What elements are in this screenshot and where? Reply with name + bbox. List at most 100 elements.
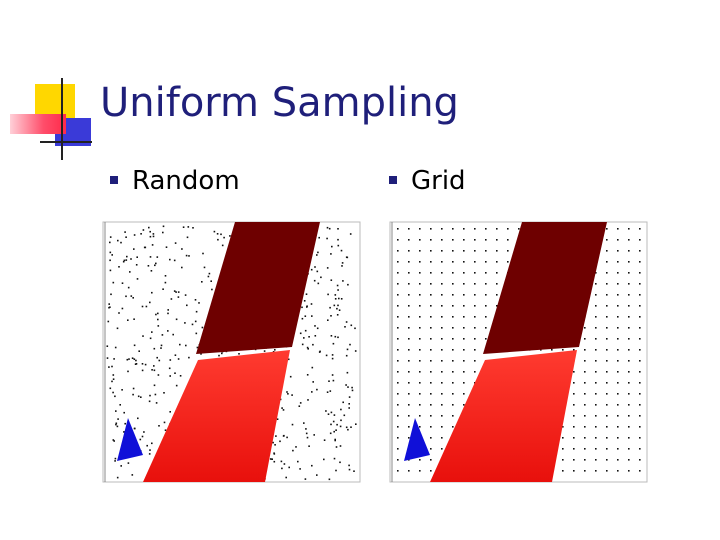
sample-dot — [397, 272, 399, 274]
sample-dot — [474, 261, 476, 263]
sample-dot — [606, 371, 608, 373]
sample-dot — [408, 360, 410, 362]
sample-dot — [149, 301, 151, 304]
sample-dot — [452, 272, 454, 274]
sample-dot — [606, 470, 608, 472]
sample-dot — [271, 458, 273, 460]
sample-dot — [202, 252, 204, 255]
sample-dot — [606, 459, 608, 461]
sample-dot — [408, 283, 410, 285]
sample-dot — [311, 315, 313, 317]
sample-dot — [287, 358, 290, 361]
sample-dot — [345, 321, 348, 323]
sample-dot — [345, 384, 347, 386]
sample-dot — [617, 239, 619, 241]
sample-dot — [133, 427, 136, 430]
sample-dot — [606, 393, 608, 395]
sample-dot — [474, 316, 476, 318]
sample-dot — [430, 250, 432, 252]
sample-dot — [441, 371, 443, 373]
sample-dot — [419, 294, 421, 296]
sample-dot — [117, 418, 119, 420]
sample-dot — [350, 324, 353, 327]
sample-dot — [345, 426, 348, 429]
sample-dot — [326, 237, 328, 240]
sample-dot — [303, 337, 305, 339]
sample-dot — [639, 382, 641, 384]
sample-dot — [430, 349, 432, 351]
sample-dot — [210, 280, 212, 282]
sample-dot — [221, 244, 224, 247]
sample-dot — [397, 239, 399, 241]
sample-dot — [145, 305, 148, 308]
sample-dot — [311, 366, 314, 369]
sample-dot — [562, 470, 564, 472]
sample-dot — [333, 414, 336, 416]
sample-dot — [408, 404, 410, 406]
sample-dot — [606, 338, 608, 340]
sample-dot — [174, 354, 177, 356]
sample-dot — [281, 407, 283, 409]
sample-dot — [109, 387, 112, 390]
sample-dot — [121, 307, 124, 310]
sample-dot — [606, 305, 608, 307]
sample-dot — [408, 470, 410, 472]
sample-dot — [326, 267, 329, 269]
sample-dot — [149, 337, 152, 340]
sample-dot — [430, 338, 432, 340]
sample-dot — [187, 226, 190, 228]
sample-dot — [584, 327, 586, 329]
sample-dot — [452, 382, 454, 384]
sample-dot — [573, 470, 575, 472]
sample-dot — [430, 305, 432, 307]
sample-dot — [109, 241, 111, 244]
sample-dot — [463, 250, 465, 252]
sample-dot — [174, 372, 176, 374]
sample-dot — [156, 356, 158, 359]
sample-dot — [148, 226, 150, 229]
sample-dot — [397, 327, 399, 329]
sample-dot — [340, 249, 343, 252]
sample-dot — [430, 272, 432, 274]
sample-dot — [584, 459, 586, 461]
sample-dot — [135, 264, 138, 266]
sample-dot — [441, 437, 443, 439]
sample-dot — [123, 411, 125, 414]
sample-dot — [337, 304, 339, 307]
sample-dot — [280, 460, 283, 463]
sample-dot — [297, 460, 299, 463]
sample-dot — [419, 316, 421, 318]
sample-dot — [172, 333, 174, 336]
sample-dot — [134, 363, 137, 365]
sample-dot — [343, 414, 346, 417]
sample-dot — [452, 327, 454, 329]
sample-dot — [562, 448, 564, 450]
sample-dot — [149, 256, 152, 258]
sample-dot — [573, 448, 575, 450]
sample-dot — [123, 259, 126, 262]
sample-dot — [628, 371, 630, 373]
sample-dot — [263, 350, 266, 352]
sample-dot — [177, 291, 180, 293]
sample-dot — [127, 370, 129, 373]
sample-dot — [157, 325, 160, 327]
sample-dot — [617, 349, 619, 351]
sample-dot — [463, 316, 465, 318]
sample-dot — [463, 305, 465, 307]
sample-dot — [138, 350, 140, 352]
sample-dot — [131, 357, 134, 359]
sample-dot — [463, 228, 465, 230]
sample-dot — [397, 360, 399, 362]
sample-dot — [111, 365, 113, 368]
sample-dot — [108, 306, 110, 309]
sample-dot — [112, 281, 115, 284]
sample-dot — [419, 404, 421, 406]
sample-dot — [337, 336, 339, 339]
sample-dot — [221, 352, 223, 355]
sample-dot — [562, 426, 564, 428]
sample-dot — [441, 250, 443, 252]
sample-dot — [340, 408, 342, 411]
sample-dot — [124, 422, 126, 425]
sample-dot — [129, 271, 131, 273]
sample-dot — [169, 375, 171, 377]
